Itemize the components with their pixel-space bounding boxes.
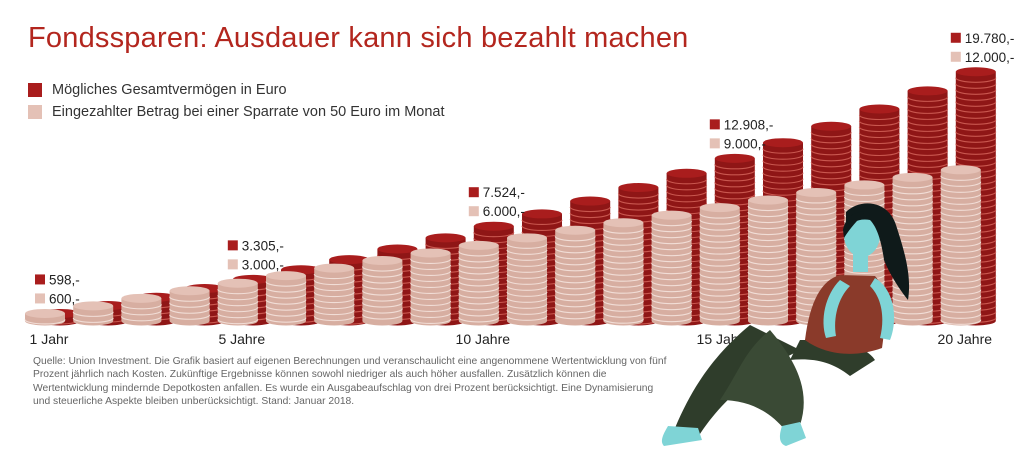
stack-paid-8 <box>361 256 403 326</box>
data-label-swatch <box>468 206 479 217</box>
legend-swatch-paid <box>28 105 42 119</box>
stack-paid-2 <box>72 301 114 326</box>
data-label-total: 19.780,- <box>965 31 1015 46</box>
stack-paid-10 <box>458 240 500 326</box>
data-label-swatch <box>950 32 961 43</box>
data-label-swatch <box>227 240 238 251</box>
data-label-swatch <box>709 138 720 149</box>
data-label-paid: 9.000,- <box>724 136 766 151</box>
stack-paid-15 <box>699 203 741 326</box>
legend-item-total: Mögliches Gesamtvermögen in Euro <box>28 82 287 98</box>
stack-paid-16 <box>747 195 789 326</box>
data-label-swatch <box>709 119 720 130</box>
data-label-total: 12.908,- <box>724 117 774 132</box>
stack-paid-9 <box>410 248 452 326</box>
data-label-swatch <box>35 274 45 285</box>
data-label-swatch <box>35 293 45 304</box>
x-tick-label: 20 Jahre <box>938 331 993 347</box>
stack-paid-5 <box>217 278 259 326</box>
stack-paid-14 <box>651 210 693 326</box>
source-note: Quelle: Union Investment. Die Grafik bas… <box>33 356 667 408</box>
stack-paid-12 <box>554 225 596 326</box>
x-tick-label: 5 Jahre <box>218 331 265 347</box>
stack-paid-20 <box>940 165 982 326</box>
stack-paid-6 <box>265 271 307 326</box>
stack-paid-4 <box>169 286 211 326</box>
stack-paid-1 <box>24 308 66 326</box>
data-label-paid: 6.000,- <box>483 204 525 219</box>
data-label-total: 3.305,- <box>242 238 284 253</box>
stack-paid-3 <box>120 293 162 326</box>
chart-title: Fondssparen: Ausdauer kann sich bezahlt … <box>28 22 689 54</box>
data-label-swatch <box>227 259 238 270</box>
legend-item-paid: Eingezahlter Betrag bei einer Sparrate v… <box>28 104 445 120</box>
x-tick-label: 10 Jahre <box>456 331 511 347</box>
data-label-total: 7.524,- <box>483 185 525 200</box>
data-label-swatch <box>950 51 961 62</box>
legend-label-paid: Eingezahlter Betrag bei einer Sparrate v… <box>52 104 445 120</box>
stack-paid-11 <box>506 233 548 326</box>
stack-paid-7 <box>313 263 355 326</box>
data-label-paid: 3.000,- <box>242 257 284 272</box>
data-label-paid: 12.000,- <box>965 50 1015 65</box>
data-label-total: 598,- <box>49 272 80 287</box>
x-tick-label: 1 Jahr <box>30 331 69 347</box>
person-illustration <box>661 203 910 446</box>
legend-label-total: Mögliches Gesamtvermögen in Euro <box>52 82 287 98</box>
data-label-paid: 600,- <box>49 291 80 306</box>
data-label-swatch <box>468 187 479 198</box>
legend-swatch-total <box>28 83 42 97</box>
stack-paid-13 <box>602 218 644 326</box>
